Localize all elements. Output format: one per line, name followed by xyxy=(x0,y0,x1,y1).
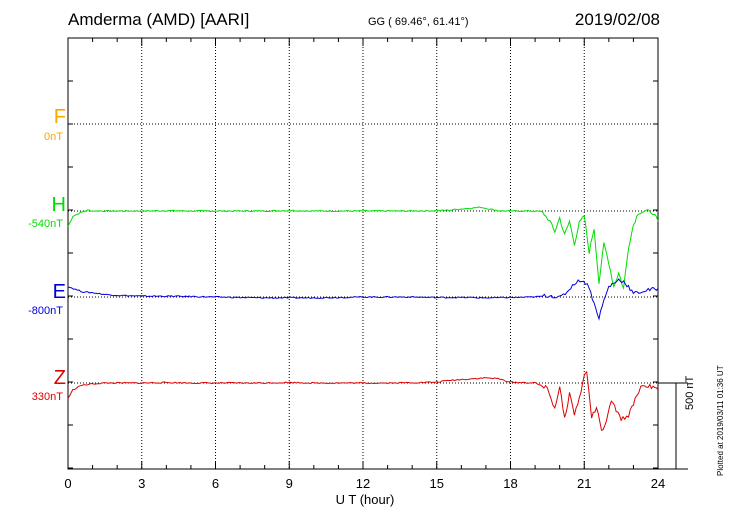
plotted-timestamp: Plotted at 2019/03/11 01:36 UT xyxy=(716,365,725,476)
x-tick-label: 24 xyxy=(651,476,665,491)
x-tick-label: 9 xyxy=(286,476,293,491)
component-label-z: Z xyxy=(53,367,66,389)
grid-lines xyxy=(68,38,658,469)
x-tick-label: 6 xyxy=(212,476,219,491)
x-tick-label: 12 xyxy=(356,476,370,491)
x-tick-label: 18 xyxy=(503,476,517,491)
series-line-h xyxy=(67,206,659,290)
component-label-h: H xyxy=(51,194,66,216)
scale-bar xyxy=(658,382,688,470)
series-line-e xyxy=(67,278,659,321)
x-tick-labels: 0 3 6 9 12 15 18 21 24 xyxy=(64,476,665,491)
station-coords: GG ( 69.46°, 61.41°) xyxy=(368,16,469,28)
component-label-f: F xyxy=(53,106,66,128)
x-axis-label: U T (hour) xyxy=(335,492,395,507)
x-tick-label: 0 xyxy=(64,476,71,491)
x-tick-label: 15 xyxy=(430,476,444,491)
baseline-label-h: -540nT xyxy=(28,218,63,230)
axis-ticks xyxy=(67,38,659,469)
chart-date: 2019/02/08 xyxy=(574,10,660,29)
series-lines xyxy=(67,206,659,432)
component-label-e: E xyxy=(52,281,66,303)
baseline-label-e: -800nT xyxy=(28,305,63,317)
baseline-label-f: 0nT xyxy=(44,131,63,143)
station-title: Amderma (AMD) [AARI] xyxy=(68,10,250,29)
baseline-label-z: 330nT xyxy=(31,391,63,403)
x-tick-label: 3 xyxy=(138,476,145,491)
x-tick-label: 21 xyxy=(577,476,591,491)
scale-label: 500 nT xyxy=(684,375,696,410)
series-line-z xyxy=(67,370,659,432)
